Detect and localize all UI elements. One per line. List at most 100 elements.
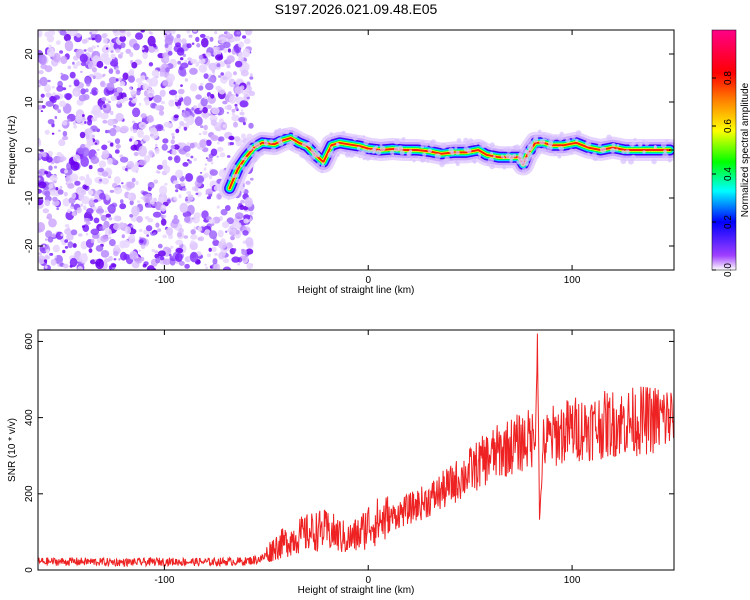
noise-speckle — [49, 252, 54, 256]
noise-speckle — [190, 155, 194, 159]
noise-speckle — [71, 203, 75, 207]
tone-halo-speckle — [242, 156, 248, 161]
tone-halo-speckle — [642, 150, 646, 154]
noise-speckle — [250, 177, 254, 181]
tone-halo-speckle — [292, 131, 297, 136]
noise-speckle — [94, 34, 102, 43]
spectrogram-x-tick-label: 100 — [564, 275, 581, 286]
noise-speckle — [239, 204, 245, 210]
noise-speckle — [168, 89, 178, 96]
tone-halo-speckle — [559, 131, 564, 136]
noise-speckle — [171, 218, 180, 225]
noise-speckle — [180, 70, 187, 77]
noise-speckle — [151, 69, 160, 78]
tone-halo-speckle — [492, 155, 496, 158]
noise-speckle — [73, 79, 80, 87]
tone-halo-speckle — [665, 139, 668, 142]
noise-speckle — [176, 34, 181, 39]
noise-speckle — [242, 35, 247, 39]
noise-speckle — [199, 139, 207, 149]
tone-halo-speckle — [434, 153, 441, 160]
noise-speckle — [179, 120, 185, 127]
tone-halo-speckle — [441, 159, 446, 165]
noise-speckle — [217, 137, 223, 142]
noise-speckle — [167, 73, 175, 83]
noise-speckle — [115, 144, 122, 149]
snr-y-tick-label: 400 — [24, 409, 35, 426]
noise-speckle — [216, 155, 219, 158]
noise-speckle — [90, 62, 94, 66]
tone-halo-speckle — [575, 138, 579, 142]
tone-halo-speckle — [490, 151, 494, 155]
noise-speckle — [224, 205, 231, 211]
noise-speckle — [170, 245, 174, 249]
tone-halo-speckle — [628, 158, 634, 165]
noise-speckle — [157, 243, 163, 249]
noise-speckle — [226, 55, 235, 63]
tone-halo-speckle — [314, 147, 320, 152]
noise-speckle — [167, 156, 173, 161]
noise-speckle — [95, 208, 105, 215]
noise-speckle — [100, 235, 109, 242]
snr-series-line — [38, 333, 674, 568]
noise-speckle — [235, 93, 239, 97]
noise-speckle — [216, 146, 224, 152]
noise-speckle — [45, 249, 50, 254]
noise-speckle — [100, 112, 109, 120]
noise-speckle — [173, 155, 181, 164]
noise-speckle — [61, 120, 68, 126]
noise-speckle — [131, 205, 140, 217]
noise-speckle — [72, 243, 77, 248]
noise-speckle — [162, 138, 169, 144]
noise-speckle — [238, 52, 244, 59]
noise-speckle — [92, 75, 96, 80]
noise-speckle — [102, 119, 108, 124]
noise-speckle — [62, 130, 68, 137]
snr-y-ticks: 0 200 400 600 — [24, 333, 674, 573]
snr-panel: -100 0 100 0 200 400 600 Height of straight l… — [7, 329, 675, 596]
noise-speckle — [183, 145, 191, 152]
noise-speckle — [188, 34, 193, 38]
noise-speckle — [140, 124, 145, 128]
noise-speckle — [99, 213, 103, 217]
noise-speckle — [130, 90, 137, 95]
noise-speckle — [231, 114, 240, 122]
noise-speckle — [210, 161, 214, 165]
noise-speckle — [126, 31, 131, 37]
noise-speckle — [58, 138, 65, 146]
tone-halo-speckle — [335, 142, 340, 147]
noise-speckle — [161, 143, 168, 151]
noise-speckle — [108, 230, 112, 235]
tone-halo-speckle — [309, 138, 314, 143]
noise-speckle — [243, 38, 251, 45]
noise-speckle — [152, 211, 162, 218]
noise-speckle — [44, 265, 48, 269]
noise-speckle — [78, 94, 87, 102]
noise-speckle — [132, 122, 139, 131]
noise-speckle — [140, 30, 145, 33]
noise-speckle — [248, 122, 254, 129]
noise-speckle — [198, 64, 208, 73]
tone-halo-speckle — [250, 138, 256, 143]
noise-speckle — [138, 249, 141, 252]
noise-speckle — [240, 109, 244, 112]
noise-speckle — [40, 93, 45, 98]
tone-halo-speckle — [466, 148, 472, 154]
noise-speckle — [203, 73, 209, 79]
noise-speckle — [202, 130, 208, 136]
tone-halo-speckle — [463, 137, 469, 144]
noise-speckle — [79, 131, 86, 139]
noise-speckle — [79, 53, 88, 63]
tone-halo-speckle — [508, 154, 514, 160]
noise-speckle — [148, 31, 152, 34]
tone-halo-speckle — [306, 135, 310, 139]
noise-speckle — [72, 154, 81, 162]
tone-halo-speckle — [321, 162, 325, 165]
tone-halo-speckle — [448, 147, 454, 153]
noise-speckle — [88, 133, 96, 139]
noise-speckle — [51, 132, 55, 135]
noise-speckle — [96, 45, 100, 48]
noise-speckle — [39, 76, 48, 87]
noise-speckle — [134, 161, 139, 168]
noise-speckle — [160, 218, 167, 226]
